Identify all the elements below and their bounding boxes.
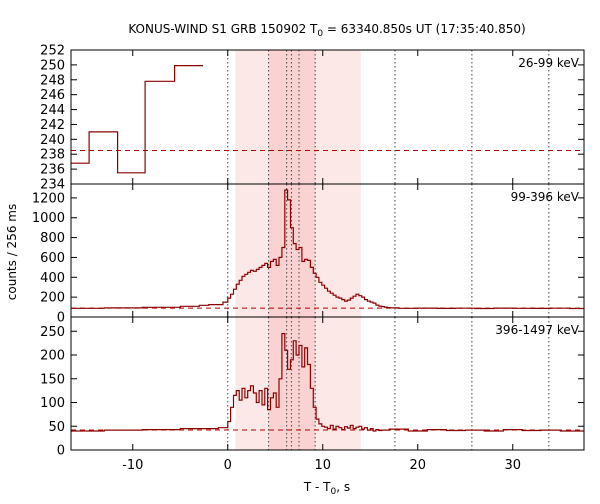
y-tick-label: 236 (40, 163, 65, 178)
energy-band-label: 396-1497 keV (495, 323, 579, 337)
panel-frame (70, 316, 585, 451)
y-tick-label: 248 (40, 73, 65, 88)
x-tick-label: 30 (504, 458, 521, 473)
y-tick-label: 1000 (32, 211, 65, 226)
y-tick-label: 238 (40, 148, 65, 163)
shaded-interval (268, 184, 316, 317)
x-axis-title: T - T0, s (303, 480, 350, 497)
y-tick-label: 0 (57, 444, 65, 459)
y-tick-label: 400 (40, 271, 65, 286)
y-tick-label: 250 (40, 58, 65, 73)
energy-band-label: 99-396 keV (511, 190, 580, 204)
panel-2: 0 200 400 600 800 1000 1200 99-396 keV (32, 183, 585, 326)
series-step-line (71, 65, 204, 174)
x-tick-label: 20 (409, 458, 426, 473)
panel-3: 0 50 100 150 200 250 396-1497 keV (40, 316, 585, 459)
y-tick-label: 50 (48, 420, 65, 435)
y-tick-label: 200 (40, 291, 65, 306)
y-tick-label: 600 (40, 251, 65, 266)
y-tick-label: 800 (40, 231, 65, 246)
y-tick-label: 252 (40, 44, 65, 59)
y-axis-title: counts / 256 ms (5, 204, 19, 300)
y-tick-label: 100 (40, 396, 65, 411)
shaded-interval (268, 50, 316, 184)
y-tick-label: 240 (40, 133, 65, 148)
y-tick-label: 242 (40, 118, 65, 133)
y-tick-label: 246 (40, 88, 65, 103)
chart-title: KONUS-WIND S1 GRB 150902 T0 = 63340.850s… (128, 22, 525, 39)
shaded-interval (268, 317, 316, 450)
y-tick-label: 200 (40, 349, 65, 364)
series-step-line (71, 333, 584, 432)
series-step-line (71, 189, 584, 310)
y-tick-label: 234 (40, 178, 65, 193)
y-tick-label: 150 (40, 372, 65, 387)
y-tick-label: 0 (57, 311, 65, 326)
y-tick-label: 250 (40, 325, 65, 340)
x-tick-label: 10 (314, 458, 331, 473)
y-tick-label: 244 (40, 103, 65, 118)
y-tick-label: 1200 (32, 191, 65, 206)
x-tick-label: -10 (122, 458, 143, 473)
x-tick-label: 0 (224, 458, 232, 473)
energy-band-label: 26-99 keV (518, 56, 580, 70)
